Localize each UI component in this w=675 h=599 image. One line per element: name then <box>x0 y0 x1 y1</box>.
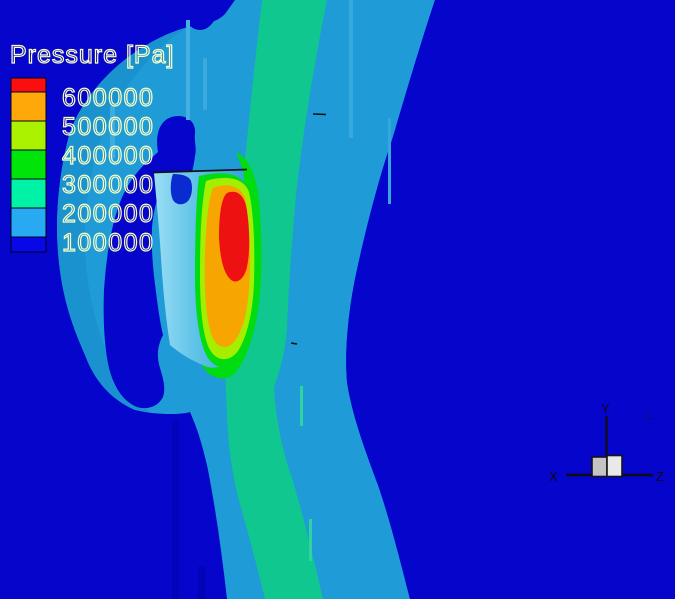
legend-tick-400000: 400000 <box>62 142 154 170</box>
legend-title: Pressure [Pa] <box>10 41 174 69</box>
colorbar <box>10 77 47 253</box>
z-axis-label: Z <box>656 469 664 484</box>
colorbar-band-orange <box>10 91 47 122</box>
axis-triad: X Y Z <box>549 401 664 484</box>
right-dark-region <box>346 0 675 599</box>
triad-cube-right-face <box>606 454 623 478</box>
legend-tick-200000: 200000 <box>62 200 154 228</box>
contour-red-core <box>219 191 250 282</box>
colorbar-band-springgreen <box>10 178 47 209</box>
pressure-field-rim <box>57 27 188 412</box>
legend-ticks: 600000 500000 400000 300000 200000 10000… <box>61 83 154 257</box>
mesh-marks <box>290 113 327 345</box>
projectile-rim-line <box>152 168 248 174</box>
triad-cube-left-face <box>591 456 608 478</box>
shock-band <box>225 0 327 599</box>
colorbar-band-green <box>10 149 47 180</box>
projectile-contour <box>152 152 262 379</box>
colorbar-band-skyblue <box>10 207 47 238</box>
legend-tick-100000: 100000 <box>62 229 154 257</box>
low-pressure-blob <box>103 116 196 409</box>
legend-tick-600000: 600000 <box>62 84 154 112</box>
colorbar-band-red <box>10 77 47 93</box>
y-axis-label: Y <box>601 401 610 416</box>
colorbar-band-chartreuse <box>10 120 47 151</box>
contour-dark-patch <box>170 174 192 205</box>
corner-mark <box>642 408 656 420</box>
legend-tick-300000: 300000 <box>62 171 154 199</box>
mesh-streaks <box>110 0 391 599</box>
x-axis-label: X <box>549 469 558 484</box>
legend: Pressure [Pa] 600000 500000 400000 30000… <box>9 40 174 257</box>
legend-tick-500000: 500000 <box>62 113 154 141</box>
top-dark-bump <box>182 0 218 30</box>
colorbar-band-blue <box>10 236 47 253</box>
